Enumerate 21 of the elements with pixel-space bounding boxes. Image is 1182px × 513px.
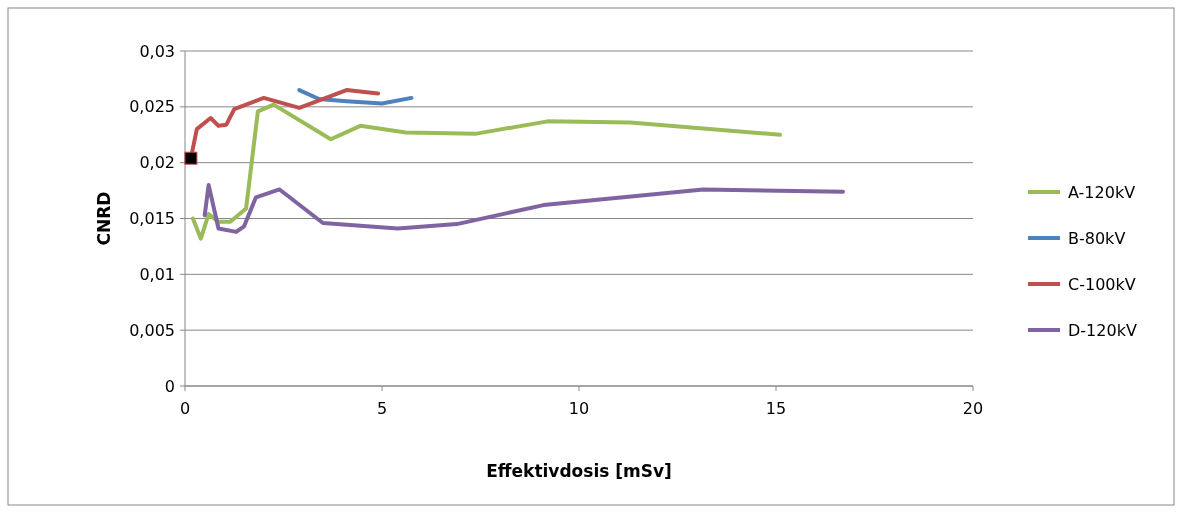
x-tick-label: 15: [765, 399, 787, 418]
y-tick-label: 0,015: [129, 209, 175, 229]
legend-label: B-80kV: [1068, 228, 1126, 248]
legend-label: A-120kV: [1068, 182, 1136, 202]
y-tick-label: 0,025: [129, 97, 175, 117]
x-tick-label: 10: [568, 399, 590, 418]
y-axis-title: CNRD: [94, 191, 114, 246]
legend-label: C-100kV: [1068, 274, 1136, 294]
x-tick-label: 0: [179, 399, 191, 418]
y-tick-label: 0,02: [139, 153, 175, 173]
y-tick-label: 0,005: [129, 320, 175, 340]
x-tick-label: 5: [376, 399, 388, 418]
y-tick-label: 0: [164, 376, 175, 396]
y-tick-label: 0,01: [139, 264, 175, 284]
x-tick-label: 20: [962, 399, 984, 418]
line-series: [190, 102, 782, 241]
y-tick-label: 0,03: [139, 41, 175, 61]
line-series: [202, 183, 845, 234]
legend-label: D-120kV: [1068, 320, 1137, 340]
x-axis-title: Effektivdosis [mSv]: [486, 461, 672, 481]
line-series: [297, 88, 414, 106]
